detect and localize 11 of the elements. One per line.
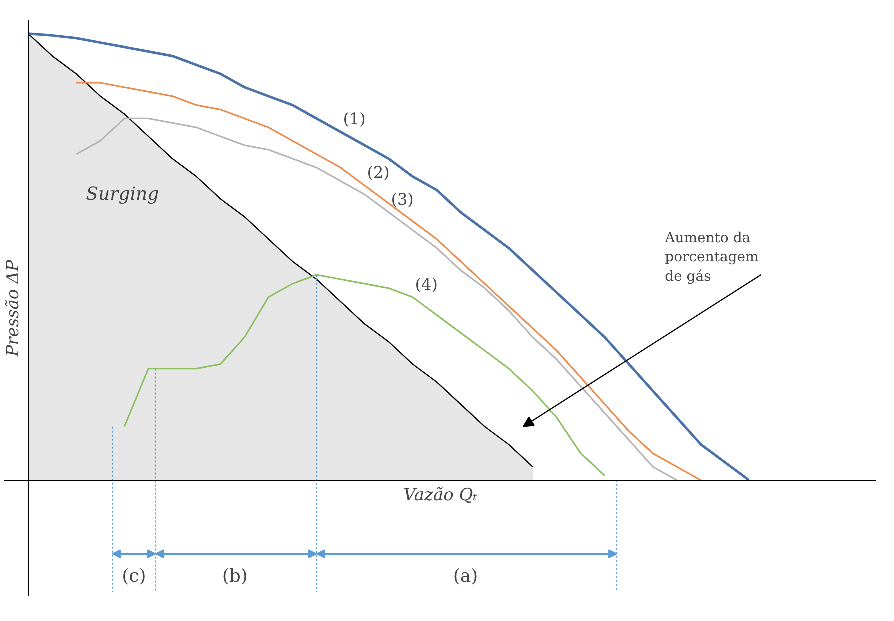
text: (a) xyxy=(453,566,478,587)
text: (c) xyxy=(122,566,146,587)
annotation: Aumento da porcentagem de gás xyxy=(664,230,759,285)
text: (b) xyxy=(222,566,248,587)
series-label: (3) xyxy=(391,190,414,209)
series-label: (2) xyxy=(367,163,390,182)
series-label: (1) xyxy=(343,110,366,129)
series-label: (4) xyxy=(415,274,438,294)
y-axis-title: Pressão ΔP xyxy=(4,260,24,358)
x-axis-title: Vazão Qₜ xyxy=(404,486,478,506)
annotation: Surging xyxy=(86,184,160,206)
